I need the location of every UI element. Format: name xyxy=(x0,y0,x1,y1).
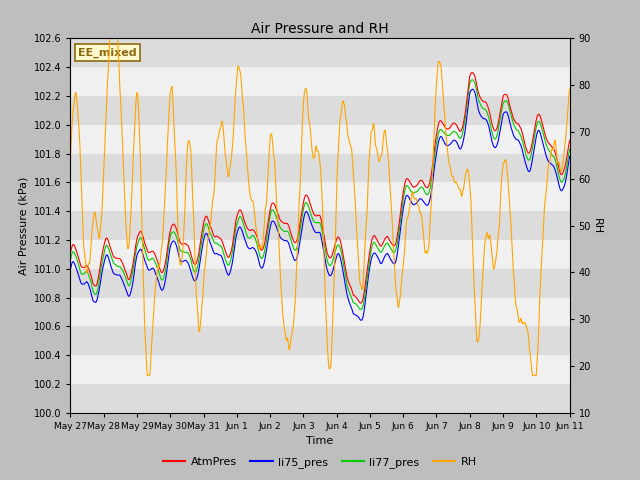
Bar xyxy=(70,67,570,96)
Title: Air Pressure and RH: Air Pressure and RH xyxy=(251,22,389,36)
Legend: AtmPres, li75_pres, li77_pres, RH: AtmPres, li75_pres, li77_pres, RH xyxy=(159,452,481,472)
Bar xyxy=(70,326,570,355)
Text: EE_mixed: EE_mixed xyxy=(78,47,136,58)
Bar xyxy=(70,96,570,125)
Bar xyxy=(70,269,570,298)
Bar xyxy=(70,125,570,154)
Bar xyxy=(70,182,570,211)
Bar xyxy=(70,384,570,413)
Bar xyxy=(70,355,570,384)
Bar xyxy=(70,154,570,182)
Y-axis label: Air Pressure (kPa): Air Pressure (kPa) xyxy=(18,177,28,275)
Bar xyxy=(70,240,570,269)
Bar xyxy=(70,298,570,326)
Y-axis label: RH: RH xyxy=(592,217,602,234)
Bar xyxy=(70,38,570,67)
Bar xyxy=(70,211,570,240)
X-axis label: Time: Time xyxy=(307,436,333,446)
